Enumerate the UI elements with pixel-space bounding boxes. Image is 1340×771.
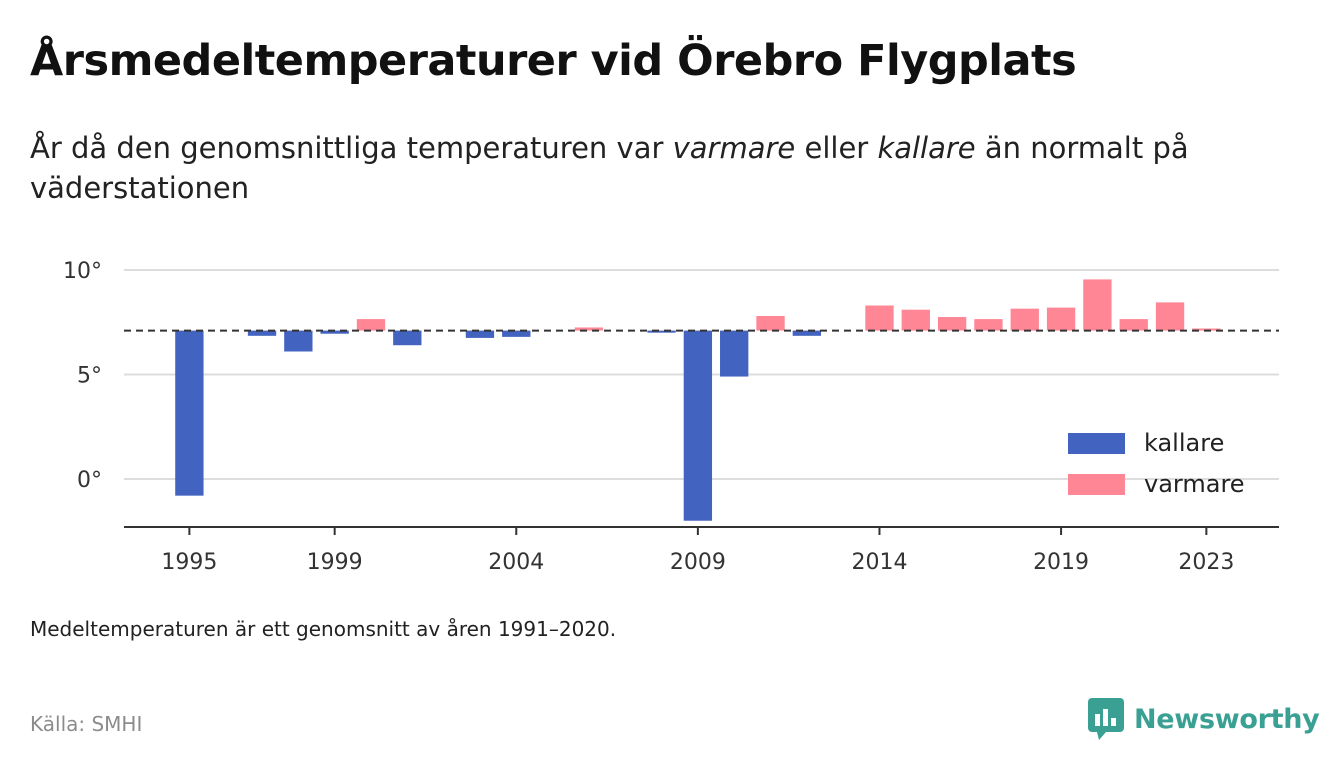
brand-name: Newsworthy bbox=[1134, 703, 1320, 735]
bar-2004 bbox=[502, 330, 531, 337]
x-tick-label-2014: 2014 bbox=[851, 550, 907, 575]
bar-chart: 0° 5° 10° 1995 1999 2004 2009 2014 2019 2023 bbox=[63, 259, 1279, 575]
legend-item-varmare: varmare bbox=[1068, 467, 1245, 501]
bar-2009 bbox=[683, 330, 713, 521]
bar-2020 bbox=[1083, 279, 1112, 331]
y-tick-label-10: 10° bbox=[63, 259, 102, 284]
subtitle-text-3: än normalt på väderstationen bbox=[30, 131, 1189, 205]
brand-logo[interactable]: Newsworthy bbox=[1088, 698, 1320, 740]
legend-label-varmare: varmare bbox=[1144, 470, 1245, 498]
x-tick-label-2009: 2009 bbox=[670, 550, 726, 575]
bar-2010 bbox=[720, 330, 749, 377]
bar-2023 bbox=[1192, 328, 1221, 331]
footnote: Medeltemperaturen är ett genomsnitt av å… bbox=[30, 617, 617, 641]
bar-1997 bbox=[247, 330, 277, 336]
bar-2012 bbox=[792, 330, 821, 336]
subtitle-emphasis-varmare: varmare bbox=[672, 131, 796, 165]
legend: kallare varmare bbox=[1068, 426, 1245, 508]
bar-1995 bbox=[175, 330, 204, 496]
x-tick-label-2019: 2019 bbox=[1033, 550, 1089, 575]
chart-title: Årsmedeltemperaturer vid Örebro Flygplat… bbox=[30, 36, 1077, 86]
bar-2014 bbox=[865, 305, 894, 331]
x-tick-label-1999: 1999 bbox=[307, 550, 363, 575]
bar-2011 bbox=[756, 315, 785, 331]
bar-1998 bbox=[284, 330, 313, 352]
bar-2015 bbox=[901, 309, 930, 331]
x-tick-label-2023: 2023 bbox=[1178, 550, 1234, 575]
legend-label-kallare: kallare bbox=[1144, 429, 1225, 457]
bar-2008 bbox=[647, 330, 676, 333]
legend-item-kallare: kallare bbox=[1068, 426, 1245, 460]
y-tick-label-5: 5° bbox=[77, 363, 102, 388]
x-tick-label-1995: 1995 bbox=[161, 550, 217, 575]
bar-2022 bbox=[1155, 302, 1185, 331]
legend-swatch-kallare bbox=[1068, 432, 1125, 454]
subtitle-text-2: eller bbox=[795, 131, 878, 165]
newsworthy-icon bbox=[1088, 698, 1124, 740]
bar-2001 bbox=[393, 330, 422, 346]
subtitle-emphasis-kallare: kallare bbox=[877, 131, 976, 165]
bar-2000 bbox=[356, 319, 386, 331]
chart-subtitle: År då den genomsnittliga temperaturen va… bbox=[30, 128, 1290, 208]
bar-2017 bbox=[974, 319, 1003, 331]
bar-2018 bbox=[1010, 308, 1039, 331]
bar-2016 bbox=[937, 317, 967, 331]
legend-swatch-varmare bbox=[1068, 473, 1125, 495]
subtitle-text-1: År då den genomsnittliga temperaturen va… bbox=[30, 131, 673, 165]
source-label: Källa: SMHI bbox=[30, 712, 143, 736]
bar-1999 bbox=[320, 330, 349, 334]
x-tick-label-2004: 2004 bbox=[488, 550, 544, 575]
bar-2006 bbox=[574, 327, 604, 331]
bar-2021 bbox=[1119, 319, 1148, 331]
bar-2003 bbox=[465, 330, 495, 338]
bar-2019 bbox=[1046, 307, 1076, 331]
y-tick-label-0: 0° bbox=[77, 468, 102, 493]
